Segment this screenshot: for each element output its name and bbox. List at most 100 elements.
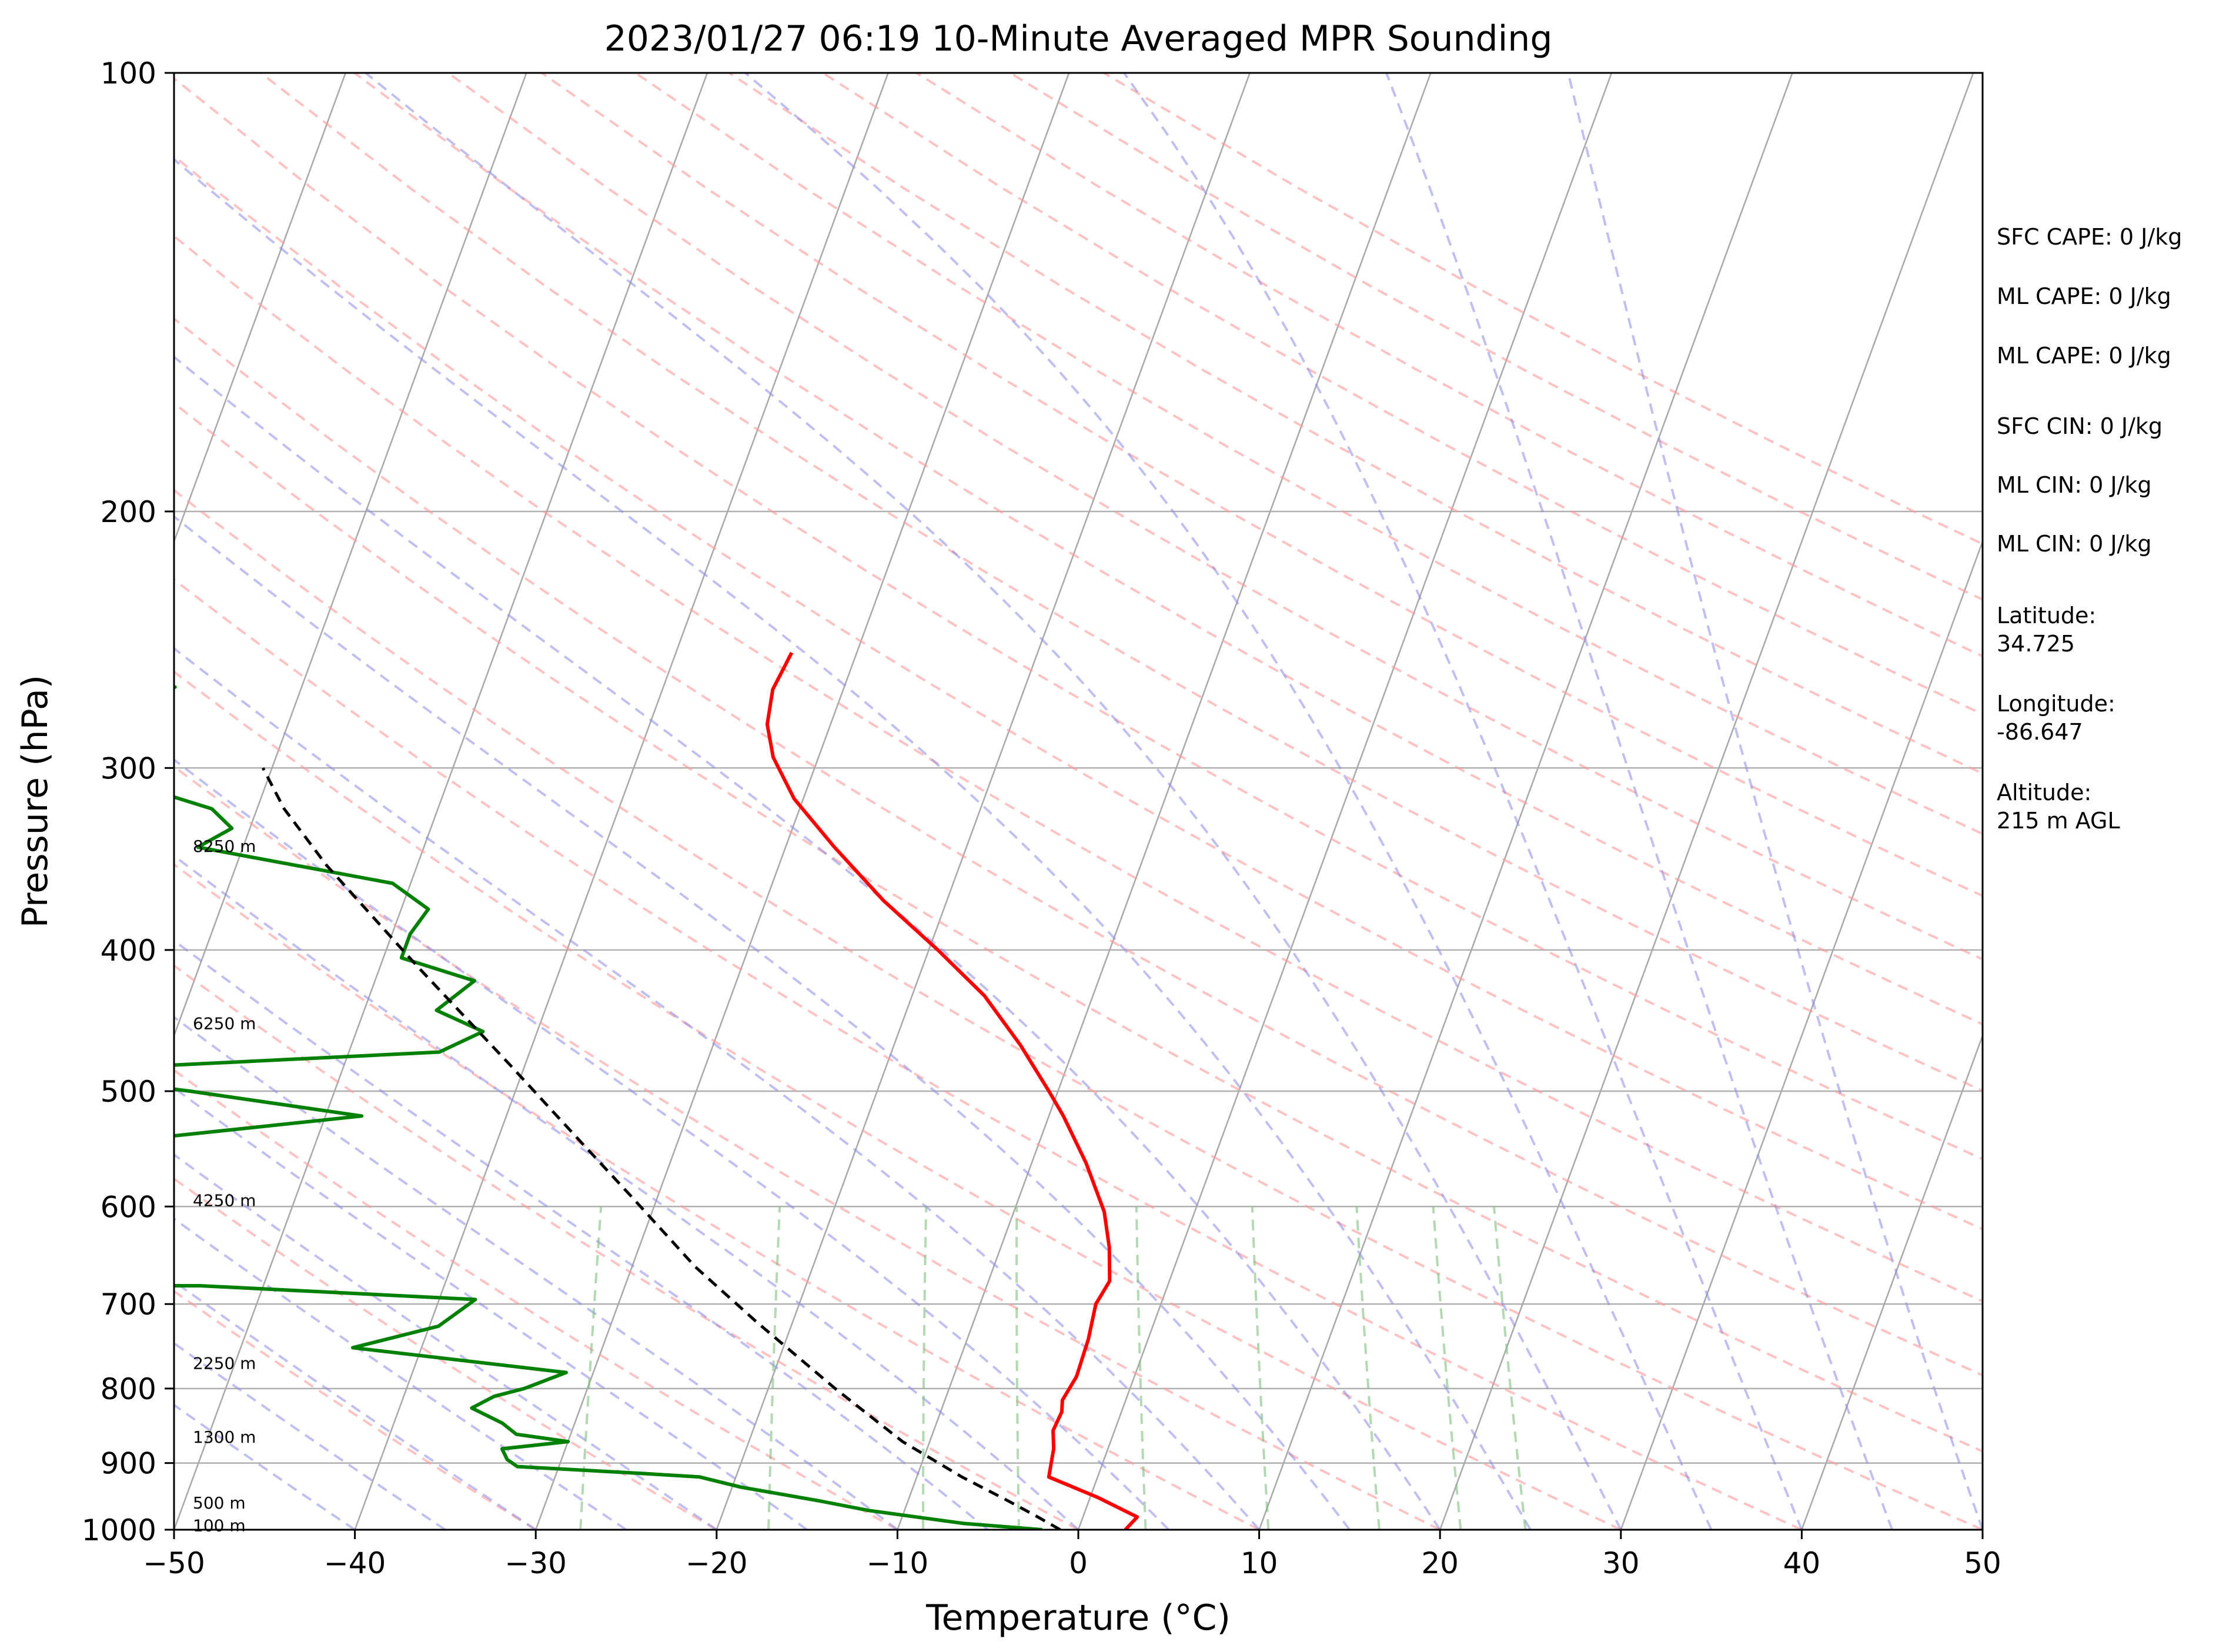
isotherm [174, 73, 708, 1530]
y-tick-label: 600 [101, 1190, 156, 1224]
isotherm [1801, 1033, 1983, 1530]
mixing-ratio-line [1135, 1206, 1147, 1530]
mixing-ratio-line [1015, 1206, 1020, 1530]
moist-adiabat [174, 939, 989, 1530]
sounding-parameter: SFC CAPE: 0 J/kg [1997, 224, 2182, 250]
moist-adiabat [174, 355, 1441, 1530]
height-label: 1300 m [193, 1427, 256, 1447]
moist-adiabat [1123, 73, 1803, 1530]
x-tick-label: 30 [1602, 1546, 1640, 1580]
y-tick-label: 400 [101, 934, 156, 968]
isotherm [1077, 73, 1613, 1530]
moist-adiabat [1567, 73, 1983, 1530]
x-tick-label: −20 [686, 1546, 748, 1580]
y-axis: 100 200 300 400 500 600 700 800 900 1000 [82, 56, 174, 1547]
dry-adiabat [174, 964, 1079, 1530]
moist-adiabat [174, 1015, 898, 1530]
sounding-parameter: -86.647 [1997, 719, 2083, 745]
moist-adiabat [365, 73, 1622, 1530]
isotherm [1439, 73, 1974, 1530]
moist-adiabat [174, 854, 1079, 1530]
y-tick-label: 500 [101, 1075, 156, 1109]
sounding-parameter: Longitude: [1997, 691, 2115, 717]
moist-adiabat [174, 158, 1532, 1530]
height-label: 4250 m [193, 1190, 256, 1210]
isotherm [1620, 539, 1983, 1530]
dry-adiabat [174, 235, 1983, 1303]
mixing-ratio-line [767, 1206, 781, 1530]
height-label: 500 m [193, 1493, 246, 1513]
dry-adiabat [634, 73, 1983, 835]
parcel-profile-line [261, 767, 1061, 1530]
dry-adiabat [174, 402, 1983, 1453]
moist-adiabat [174, 1280, 537, 1530]
x-tick-label: −40 [324, 1546, 386, 1580]
mixing-ratio-line [1355, 1206, 1381, 1530]
dry-adiabat [447, 73, 1983, 961]
y-tick-label: 700 [101, 1288, 156, 1322]
mixing-ratio-line [1251, 1206, 1270, 1530]
sounding-parameter: ML CAPE: 0 J/kg [1997, 283, 2171, 309]
x-tick-label: 10 [1241, 1546, 1278, 1580]
dry-adiabat [260, 73, 1983, 1092]
x-axis: −50 −40 −30 −20 −10 0 10 20 30 40 50 [143, 1530, 2001, 1580]
y-tick-label: 900 [101, 1447, 156, 1481]
y-tick-label: 300 [101, 751, 156, 785]
dry-adiabat [353, 73, 1983, 1026]
y-axis-label: Pressure (hPa) [15, 675, 56, 928]
sounding-parameter: 34.725 [1997, 631, 2075, 657]
height-label: 6250 m [193, 1014, 256, 1034]
dry-adiabat [174, 862, 1260, 1530]
isotherm [174, 73, 346, 544]
dry-adiabat [541, 73, 1983, 898]
isotherm [716, 73, 1251, 1530]
mixing-ratio-line [1493, 1206, 1527, 1530]
dry-adiabat [174, 76, 1983, 1161]
sounding-parameter: 215 m AGL [1997, 808, 2120, 834]
isotherm [535, 73, 1070, 1530]
moist-adiabat [174, 647, 1261, 1530]
chart-title: 2023/01/27 06:19 10-Minute Averaged MPR … [604, 18, 1553, 59]
isotherm [354, 73, 889, 1530]
x-tick-label: 40 [1783, 1546, 1821, 1580]
y-tick-label: 1000 [82, 1513, 156, 1547]
plot-grid [174, 73, 1983, 1530]
mixing-ratio-line [1432, 1206, 1462, 1530]
moist-adiabat [1385, 73, 1894, 1530]
plot-series [174, 651, 1139, 1530]
dry-adiabat [174, 317, 1983, 1377]
x-tick-label: 20 [1421, 1546, 1459, 1580]
isotherm [1258, 73, 1793, 1530]
sounding-parameter: ML CIN: 0 J/kg [1997, 472, 2151, 498]
moist-adiabat [174, 1342, 446, 1530]
parameter-panel: SFC CAPE: 0 J/kg ML CAPE: 0 J/kg ML CAPE: … [1997, 224, 2182, 834]
y-tick-label: 800 [101, 1372, 156, 1406]
x-tick-label: −30 [504, 1546, 567, 1580]
dry-adiabat [174, 578, 1803, 1530]
moist-adiabat [174, 1217, 627, 1530]
height-label: 2250 m [193, 1354, 256, 1373]
dry-adiabat [174, 489, 1983, 1530]
sounding-parameter: SFC CIN: 0 J/kg [1997, 413, 2163, 439]
dry-adiabat [174, 154, 1983, 1230]
y-tick-label: 100 [101, 56, 156, 91]
y-tick-label: 200 [101, 495, 156, 529]
x-tick-label: −10 [867, 1546, 929, 1580]
height-label: 100 m [193, 1516, 246, 1536]
x-tick-label: −50 [143, 1546, 205, 1580]
mixing-ratio-line [922, 1206, 928, 1530]
dry-adiabat [174, 670, 1622, 1530]
mixing-ratio-line [579, 1206, 603, 1530]
sounding-parameter: Latitude: [1997, 603, 2096, 628]
moist-adiabat [174, 515, 1351, 1530]
moist-adiabat [174, 1153, 717, 1530]
sounding-series-line [765, 651, 1139, 1530]
sounding-parameter: ML CAPE: 0 J/kg [1997, 343, 2171, 369]
height-label: 8250 m [193, 837, 256, 856]
dry-adiabat [174, 1177, 717, 1530]
x-tick-label: 50 [1964, 1546, 2001, 1580]
isotherm [174, 73, 527, 1038]
x-axis-label: Temperature (°C) [925, 1597, 1231, 1638]
